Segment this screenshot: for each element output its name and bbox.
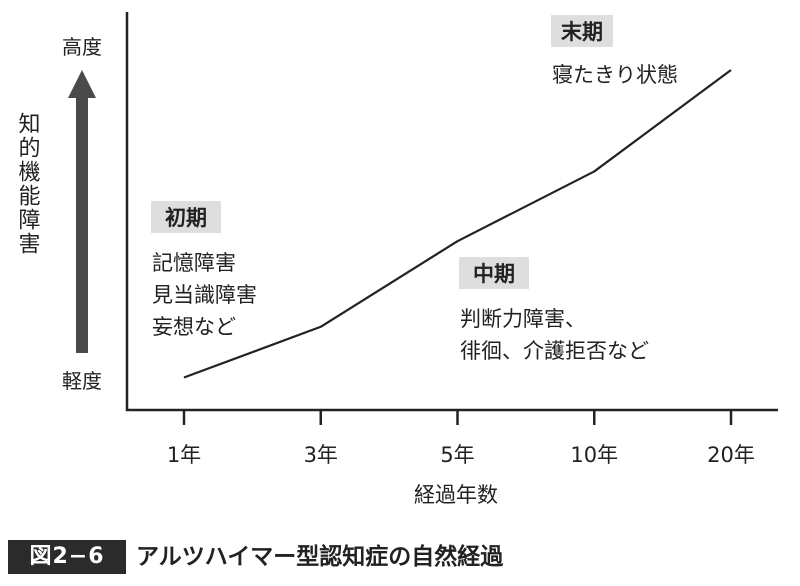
annotation-early: 初期 記憶障害 見当識障害 妄想など xyxy=(151,201,257,339)
annotation-early-title: 初期 xyxy=(165,206,207,230)
annotation-middle-line-1: 判断力障害、 xyxy=(460,307,586,331)
y-top-label: 高度 xyxy=(62,35,102,59)
caption-number-box xyxy=(8,540,126,574)
severity-arrow-shaft xyxy=(76,95,88,353)
tag-background xyxy=(551,15,613,47)
annotation-late-line-1: 寝たきり状態 xyxy=(552,63,678,87)
annotation-early-line-2: 見当識障害 xyxy=(152,283,257,307)
x-tick-label: 20年 xyxy=(707,443,755,467)
annotation-middle: 中期 判断力障害、 徘徊、介護拒否など xyxy=(459,257,649,363)
annotation-early-line-3: 妄想など xyxy=(152,315,236,339)
x-axis-title: 経過年数 xyxy=(414,483,498,507)
annotation-early-line-1: 記憶障害 xyxy=(152,251,236,275)
annotation-middle-title: 中期 xyxy=(473,262,515,286)
x-tick-label: 3年 xyxy=(304,443,338,467)
figure-number: 図2−6 xyxy=(29,544,105,569)
x-tick-label: 10年 xyxy=(570,443,618,467)
annotation-middle-line-2: 徘徊、介護拒否など xyxy=(460,339,649,363)
series-line xyxy=(183,69,732,379)
figure-title: アルツハイマー型認知症の自然経過 xyxy=(136,544,504,570)
tag-background xyxy=(151,201,221,233)
annotation-late: 末期 寝たきり状態 xyxy=(551,15,678,87)
x-tick-label: 5年 xyxy=(440,443,474,467)
severity-arrow-head xyxy=(68,70,96,98)
y-axis-title: 知的機能障害 xyxy=(15,112,41,256)
x-tick-label: 1年 xyxy=(167,443,201,467)
y-bottom-label: 軽度 xyxy=(62,369,102,393)
annotation-late-title: 末期 xyxy=(561,20,603,44)
tag-background xyxy=(459,257,529,289)
